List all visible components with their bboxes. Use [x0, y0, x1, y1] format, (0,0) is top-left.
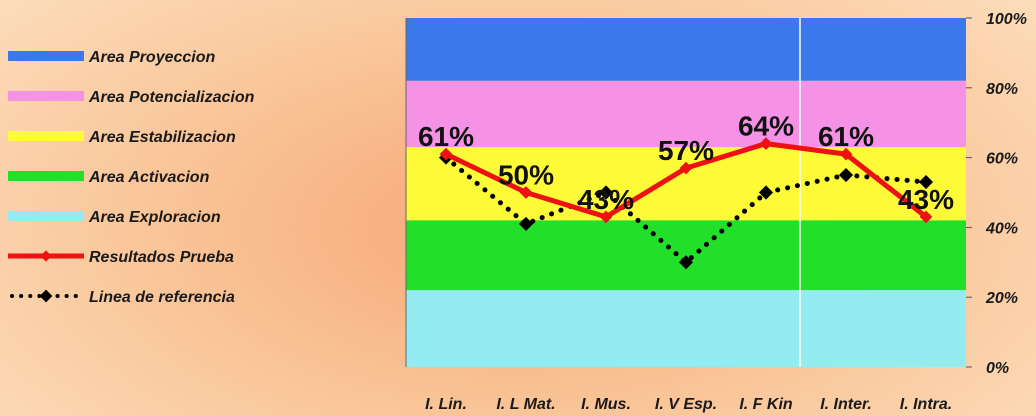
series-point-linea-de-referencia [678, 255, 694, 270]
data-label: 43% [578, 184, 634, 215]
y-tick-label: 0% [986, 360, 1009, 377]
x-tick-label: I. F Kin [739, 396, 793, 413]
legend-marker-resultados-prueba [40, 250, 52, 262]
x-tick-label: I. V Esp. [655, 396, 717, 413]
legend: Area Proyeccion Area Potencializacion Area… [8, 49, 255, 306]
series-point-resultados-prueba [439, 147, 453, 161]
data-label: 43% [898, 184, 954, 215]
legend-swatch-area-activacion [8, 171, 84, 181]
legend-swatch-area-exploracion [8, 211, 84, 221]
series-layer [438, 137, 934, 270]
legend-marker-linea-de-referencia [39, 289, 53, 303]
band-layer [406, 18, 966, 367]
band-area-potencializacion [406, 80, 966, 148]
legend-label: Linea de referencia [89, 289, 235, 306]
data-label: 61% [818, 121, 874, 152]
x-tick-label: I. L Mat. [496, 396, 555, 413]
y-tick-label: 40% [985, 220, 1018, 237]
series-point-linea-de-referencia [758, 185, 774, 200]
legend-swatch-area-proyeccion [8, 51, 84, 61]
data-label-layer: 61% 50% 43% 57% 64% 61% 43% [418, 111, 954, 215]
x-tick-label: I. Inter. [820, 396, 872, 413]
series-point-linea-de-referencia [918, 174, 934, 190]
legend-label: Area Potencializacion [88, 89, 255, 106]
band-area-proyeccion [406, 18, 966, 81]
band-area-estabilizacion [406, 147, 966, 221]
y-axis: 0% 20% 40% 60% 80% 100% [966, 11, 1027, 377]
y-tick-label: 100% [986, 11, 1027, 28]
data-label: 64% [738, 111, 794, 142]
legend-label: Area Activacion [88, 169, 210, 186]
legend-swatch-area-estabilizacion [8, 131, 84, 141]
data-label: 61% [418, 121, 474, 152]
band-area-exploracion [406, 290, 966, 367]
y-tick-label: 80% [986, 81, 1018, 98]
legend-swatch-area-potencializacion [8, 91, 84, 101]
legend-label: Area Exploracion [88, 209, 221, 226]
y-tick-label: 60% [986, 151, 1018, 168]
legend-label: Area Proyeccion [88, 49, 216, 66]
y-tick-label: 20% [985, 290, 1018, 307]
series-point-linea-de-referencia [518, 216, 534, 231]
data-label: 50% [498, 160, 554, 191]
data-label: 57% [658, 135, 714, 166]
x-tick-label: I. Lin. [425, 396, 467, 413]
series-point-linea-de-referencia [598, 185, 614, 200]
legend-label: Area Estabilizacion [88, 129, 236, 146]
x-axis: I. Lin. I. L Mat. I. Mus. I. V Esp. I. F Kin… [425, 396, 952, 413]
legend-label: Resultados Prueba [89, 249, 234, 266]
x-tick-label: I. Intra. [900, 396, 952, 413]
x-tick-label: I. Mus. [581, 396, 631, 413]
series-point-linea-de-referencia [838, 167, 854, 183]
